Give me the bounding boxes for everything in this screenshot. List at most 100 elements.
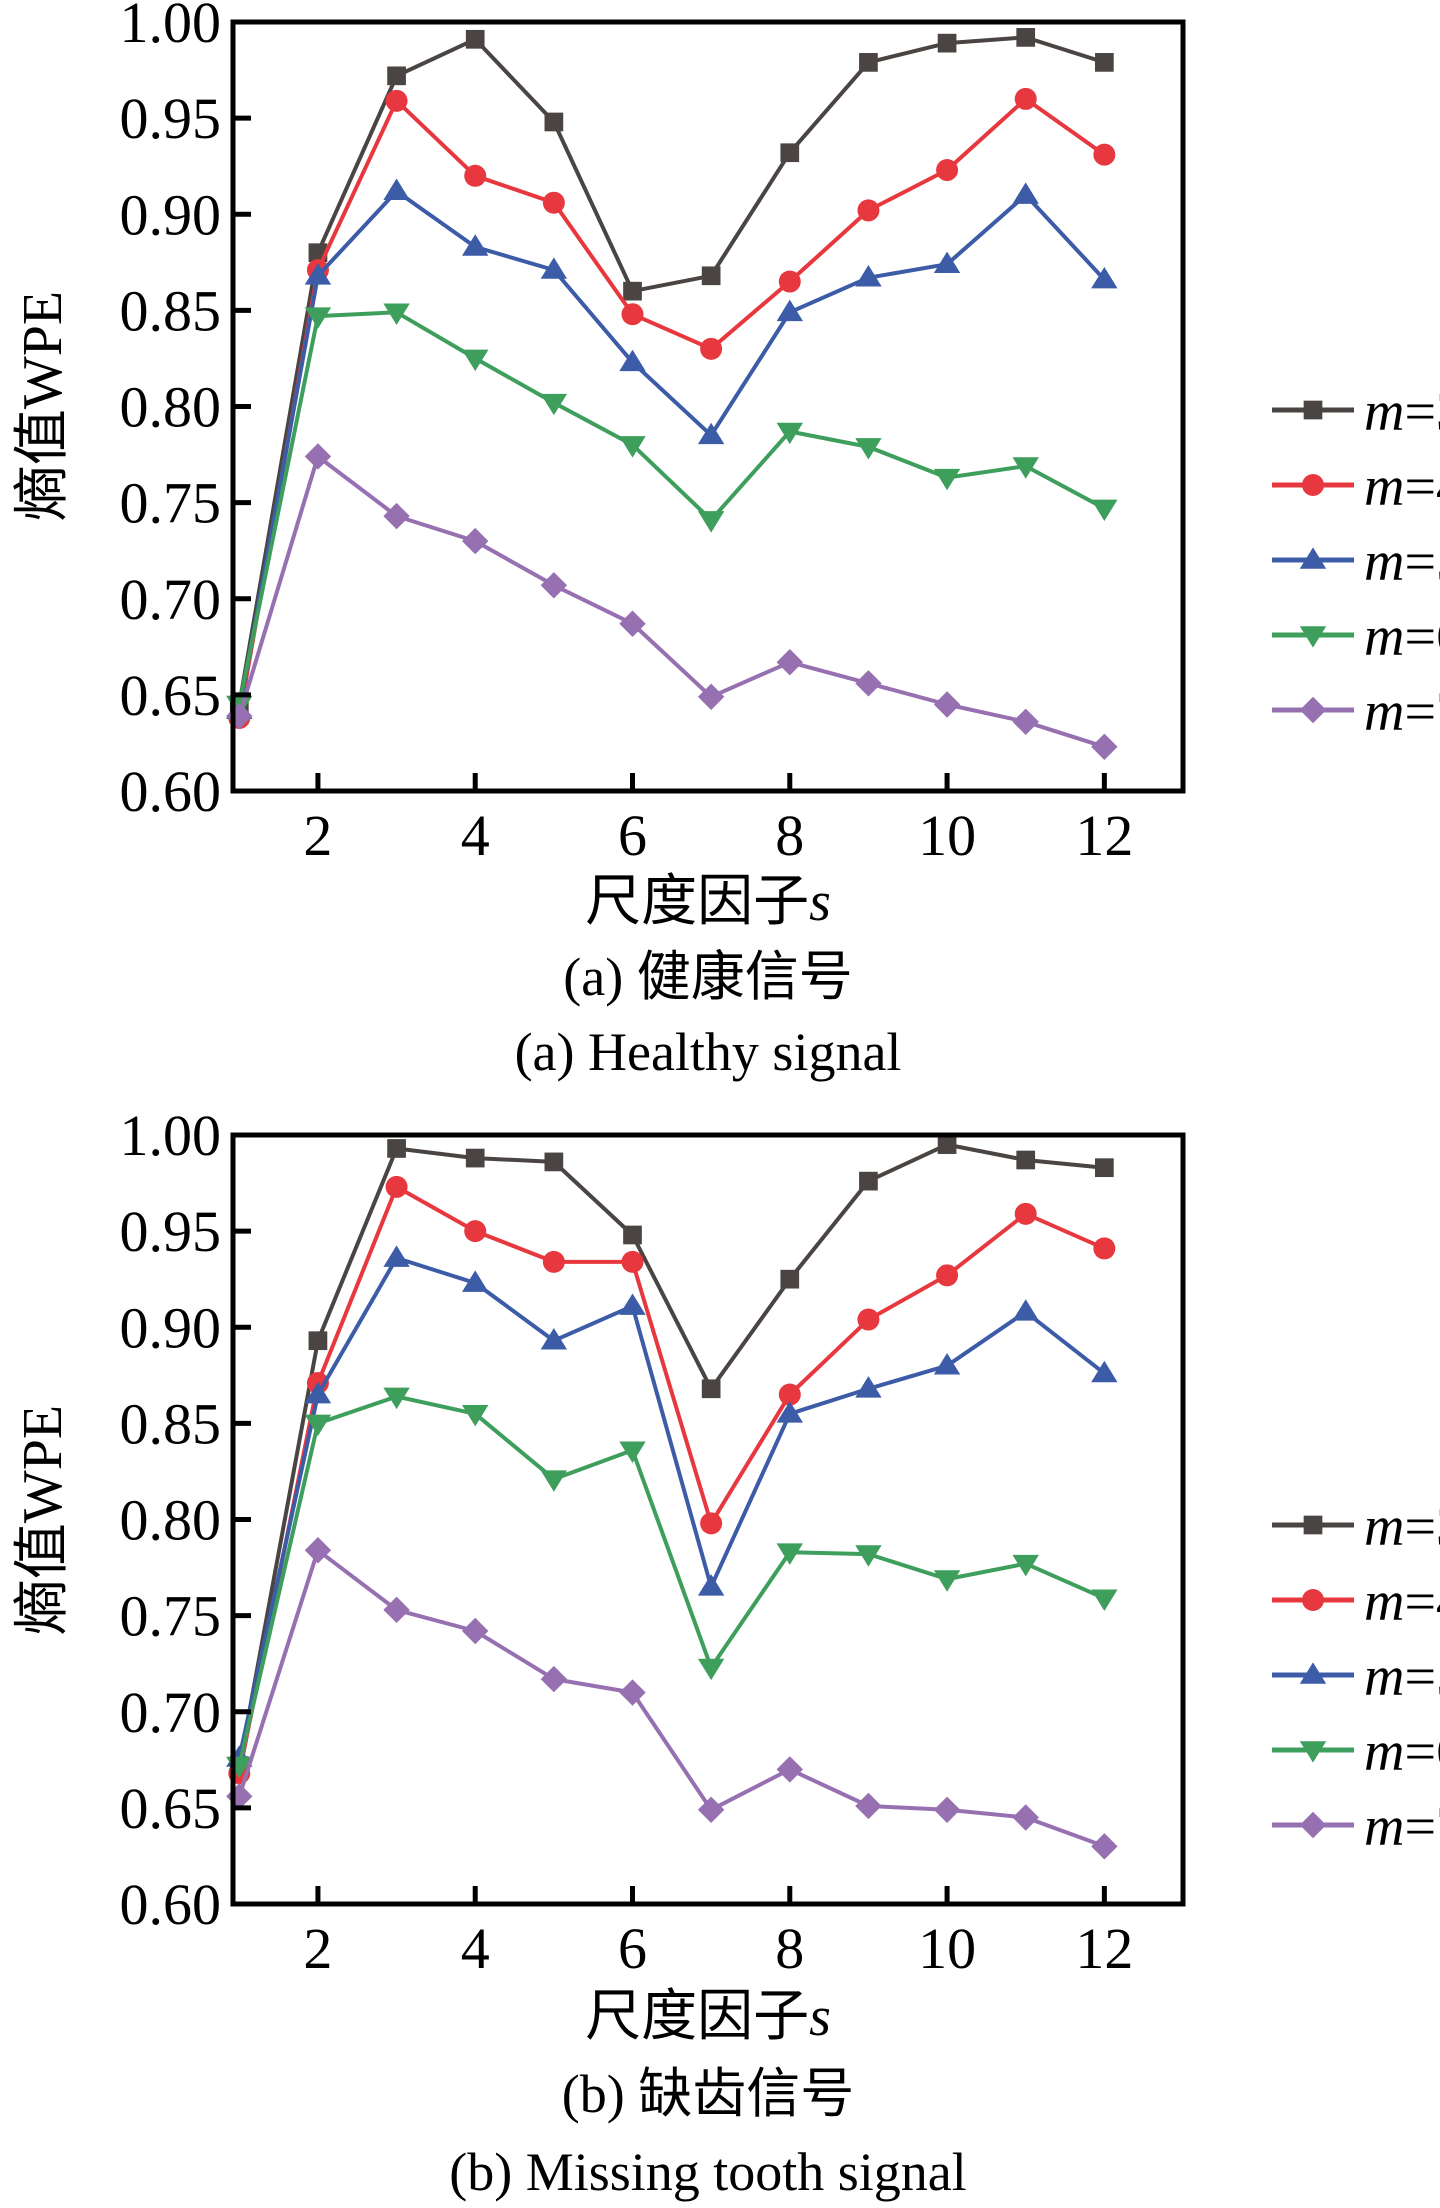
data-point [540, 393, 568, 416]
data-point [385, 89, 408, 112]
series-line [237, 35, 1106, 705]
y-tick-label: 0.85 [120, 278, 222, 343]
legend-item: m=4 [1272, 456, 1440, 518]
legend-value: =5 [1404, 1646, 1440, 1708]
data-point [464, 1220, 487, 1243]
series-m-4 [228, 1175, 1116, 1785]
legend-label: m=4 [1364, 456, 1440, 518]
data-point [855, 1792, 882, 1820]
data-point [540, 1470, 568, 1492]
data-point [933, 1796, 961, 1823]
legend-marker [1299, 696, 1327, 724]
legend-value: =5 [1404, 531, 1440, 593]
legend-item: m=5 [1272, 1646, 1440, 1708]
y-tick-label: 0.90 [120, 1295, 222, 1360]
data-point [542, 191, 565, 214]
legend: m=3m=4m=5m=6m=7 [1272, 1496, 1440, 1858]
data-point [1012, 1299, 1039, 1321]
data-point [697, 422, 725, 445]
x-tick-label: 6 [618, 1916, 647, 1981]
data-point [857, 199, 880, 222]
data-point [776, 648, 803, 676]
legend-marker [1302, 474, 1324, 496]
y-tick-label: 1.00 [120, 0, 222, 55]
data-point [540, 1665, 568, 1693]
y-tick-label: 0.65 [120, 663, 222, 728]
legend-marker [1302, 1589, 1324, 1611]
series-line [237, 1394, 1106, 1767]
legend-var: m [1364, 606, 1404, 668]
y-axis-label: 熵值WPE [12, 1405, 74, 1635]
data-point [776, 299, 803, 322]
legend-label: m=6 [1364, 1721, 1440, 1783]
legend-value: =7 [1404, 681, 1440, 743]
legend-item: m=6 [1272, 1721, 1440, 1783]
data-point [540, 1328, 568, 1350]
legend-label: m=6 [1364, 606, 1440, 668]
data-point [540, 572, 568, 599]
legend-var: m [1364, 456, 1404, 518]
data-point [1091, 1360, 1118, 1383]
data-point [621, 303, 644, 326]
y-tick-label: 1.00 [120, 1103, 222, 1168]
data-point [780, 1269, 800, 1289]
legend-label: m=7 [1364, 1796, 1440, 1858]
y-tick-label: 0.90 [120, 182, 222, 247]
series-line [237, 1256, 1106, 1759]
data-point [776, 1543, 803, 1565]
legend-marker [1303, 400, 1323, 420]
legend-item: m=6 [1272, 606, 1440, 668]
legend-item: m=5 [1272, 531, 1440, 593]
series-m-6 [226, 303, 1118, 718]
data-point [383, 303, 410, 325]
data-point [383, 1387, 410, 1410]
plot-area [226, 1135, 1118, 1860]
data-point [700, 1512, 723, 1535]
plot-frame [230, 19, 1186, 794]
data-point [780, 143, 800, 163]
legend-value: =6 [1404, 1721, 1440, 1783]
legend-marker [1299, 626, 1327, 648]
y-tick-label: 0.80 [120, 375, 222, 440]
data-point [776, 1401, 803, 1423]
x-tick-label: 8 [775, 1916, 804, 1981]
legend-item: m=3 [1272, 1496, 1440, 1558]
data-point [544, 1152, 564, 1172]
panel-b-missing-tooth: 0.60 0.65 0.70 0.75 0.80 0.85 0.90 0.95 1.00 2 4 6… [12, 1103, 1440, 2202]
data-point [623, 1225, 642, 1245]
series-m-6 [226, 1387, 1118, 1779]
y-tick-label: 0.70 [120, 567, 222, 632]
series-m-7 [226, 443, 1118, 760]
caption-english: (b) Missing tooth signal [449, 2142, 967, 2202]
series-m-7 [226, 1537, 1118, 1860]
data-point [859, 1171, 878, 1191]
data-point [1014, 1202, 1037, 1225]
legend-label: m=4 [1364, 1571, 1440, 1633]
legend-value: =4 [1404, 1571, 1440, 1633]
data-point [933, 1570, 961, 1592]
series-line [237, 1142, 1105, 1766]
legend-value: =3 [1404, 1496, 1440, 1558]
legend-value: =7 [1404, 1796, 1440, 1858]
legend-marker [1299, 1741, 1327, 1763]
data-point [1095, 1158, 1114, 1178]
series-m-4 [228, 87, 1116, 729]
series-m-5 [226, 178, 1118, 720]
data-point [1014, 87, 1037, 110]
legend-var: m [1364, 1721, 1404, 1783]
legend-label: m=5 [1364, 531, 1440, 593]
y-tick-label: 0.80 [120, 1488, 222, 1553]
x-tick-label: 4 [461, 1916, 490, 1981]
data-point [462, 1404, 489, 1427]
data-point [855, 265, 882, 287]
x-tick-label: 4 [461, 803, 490, 868]
data-point [462, 1617, 489, 1645]
x-tick-label: 10 [918, 1916, 976, 1981]
x-axis-label: 尺度因子s [585, 871, 831, 933]
data-point [1093, 143, 1116, 166]
data-point [933, 691, 961, 718]
x-axis-label-var: s [809, 1986, 831, 2048]
data-point [619, 1293, 646, 1315]
data-point [697, 511, 725, 533]
